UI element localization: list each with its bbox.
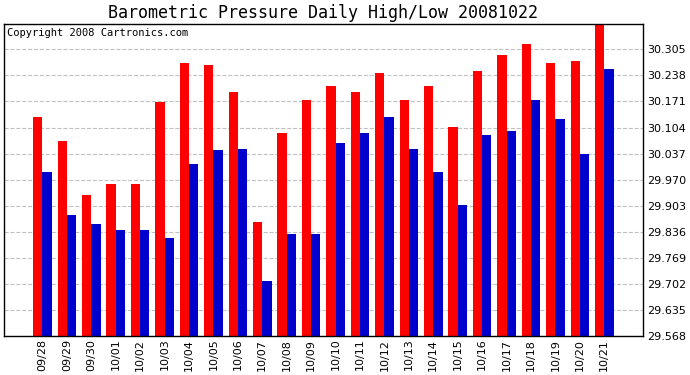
Bar — [326, 86, 335, 336]
Bar — [302, 100, 311, 336]
Bar — [204, 65, 213, 336]
Bar — [433, 172, 442, 336]
Text: Copyright 2008 Cartronics.com: Copyright 2008 Cartronics.com — [8, 28, 188, 38]
Title: Barometric Pressure Daily High/Low 20081022: Barometric Pressure Daily High/Low 20081… — [108, 4, 538, 22]
Bar — [424, 86, 433, 336]
Bar — [179, 63, 189, 336]
Bar — [506, 131, 516, 336]
Bar — [106, 183, 116, 336]
Bar — [595, 20, 604, 336]
Bar — [375, 73, 384, 336]
Bar — [131, 183, 140, 336]
Bar — [335, 143, 345, 336]
Bar — [531, 100, 540, 336]
Bar — [457, 205, 467, 336]
Bar — [497, 55, 506, 336]
Bar — [43, 172, 52, 336]
Bar — [571, 61, 580, 336]
Bar — [57, 141, 67, 336]
Bar — [116, 230, 125, 336]
Bar — [473, 71, 482, 336]
Bar — [360, 133, 369, 336]
Bar — [91, 224, 101, 336]
Bar — [238, 148, 247, 336]
Bar — [253, 222, 262, 336]
Bar — [155, 102, 165, 336]
Bar — [522, 44, 531, 336]
Bar — [482, 135, 491, 336]
Bar — [448, 127, 457, 336]
Bar — [384, 117, 394, 336]
Bar — [311, 234, 320, 336]
Bar — [213, 150, 223, 336]
Bar — [287, 234, 296, 336]
Bar — [400, 100, 409, 336]
Bar — [580, 154, 589, 336]
Bar — [189, 164, 198, 336]
Bar — [277, 133, 287, 336]
Bar — [555, 119, 564, 336]
Bar — [140, 230, 150, 336]
Bar — [165, 238, 174, 336]
Bar — [604, 69, 613, 336]
Bar — [82, 195, 91, 336]
Bar — [262, 281, 272, 336]
Bar — [409, 148, 418, 336]
Bar — [67, 214, 76, 336]
Bar — [351, 92, 360, 336]
Bar — [546, 63, 555, 336]
Bar — [33, 117, 43, 336]
Bar — [228, 92, 238, 336]
